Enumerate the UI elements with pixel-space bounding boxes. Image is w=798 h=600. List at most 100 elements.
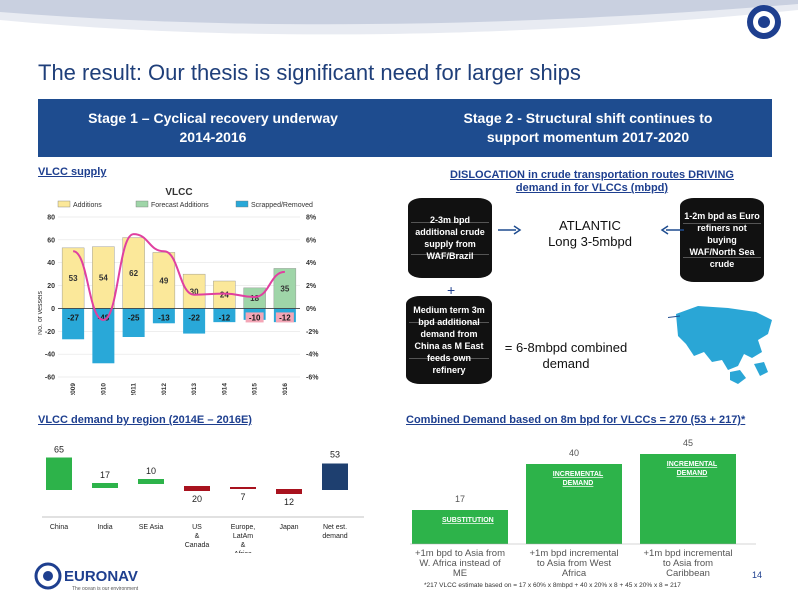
plus-sign: + bbox=[447, 282, 456, 298]
page-number: 14 bbox=[752, 570, 763, 580]
region-value-label: 20 bbox=[192, 494, 202, 504]
x-tick-label: 2012 bbox=[161, 383, 168, 395]
region-category-label: US bbox=[192, 524, 202, 531]
y2-tick-label: 4% bbox=[306, 260, 317, 267]
legend-swatch bbox=[135, 200, 149, 208]
scrapped-bar bbox=[152, 308, 175, 324]
y-tick-label: -40 bbox=[45, 352, 55, 359]
stage-2-years: support momentum 2017-2020 bbox=[486, 129, 690, 145]
scrapped-label: -10 bbox=[249, 313, 261, 322]
legend-swatch bbox=[235, 200, 249, 208]
region-bar bbox=[138, 479, 164, 484]
y2-tick-label: -4% bbox=[306, 352, 319, 359]
combined-demand-text: = 6-8mbpd combined demand bbox=[504, 340, 628, 371]
region-value-label: 7 bbox=[240, 492, 245, 502]
y2-tick-label: -2% bbox=[306, 329, 319, 336]
addition-label: 62 bbox=[129, 269, 138, 278]
scrapped-label: -25 bbox=[128, 313, 140, 322]
y-tick-label: 20 bbox=[47, 283, 55, 290]
y-tick-label: 60 bbox=[47, 237, 55, 244]
combined-bar bbox=[412, 510, 508, 544]
addition-label: 24 bbox=[220, 291, 229, 300]
scrapped-label: -13 bbox=[158, 313, 170, 322]
region-category-label: Europe, bbox=[231, 524, 256, 531]
region-category-label: LatAm bbox=[233, 533, 253, 540]
addition-label: 53 bbox=[69, 274, 78, 283]
dislocation-label: DISLOCATION in crude transportation rout… bbox=[450, 169, 734, 194]
y-axis-label: No. of vessels bbox=[38, 291, 44, 335]
region-value-label: 10 bbox=[146, 466, 156, 476]
region-category-label: India bbox=[97, 524, 112, 531]
combined-category-label: +1m bpd incremental bbox=[644, 548, 733, 559]
addition-label: 35 bbox=[280, 284, 289, 293]
y2-tick-label: 0% bbox=[306, 306, 317, 313]
vlcc-supply-chart: VLCC No. of vessels Additions Forecast Addi… bbox=[38, 187, 319, 395]
x-tick-label: 2013 bbox=[191, 383, 198, 395]
y2-tick-label: 6% bbox=[306, 237, 317, 244]
region-value-label: 53 bbox=[330, 450, 340, 460]
atlantic-text: ATLANTIC Long 3-5mbpd bbox=[548, 218, 632, 249]
combined-category-label: Caribbean bbox=[666, 568, 710, 579]
scrapped-label: -12 bbox=[219, 313, 231, 322]
region-bar bbox=[276, 489, 302, 494]
asia-map-icon bbox=[668, 306, 772, 384]
region-category-label: Net est. bbox=[323, 524, 347, 531]
x-tick-label: 2015 bbox=[252, 383, 259, 395]
region-category-label: & bbox=[241, 542, 246, 549]
scrapped-label: -48 bbox=[98, 313, 110, 322]
x-tick-label: 2009 bbox=[70, 383, 77, 395]
x-tick-label: 2014 bbox=[221, 383, 228, 395]
combined-category-label: +1m bpd incremental bbox=[530, 548, 619, 559]
barrel-china-demand: Medium term 3m bpd additional demand fro… bbox=[406, 296, 492, 384]
stage-1-banner: Stage 1 – Cyclical recovery underway 2014… bbox=[38, 99, 408, 157]
scrapped-label: -12 bbox=[279, 313, 291, 322]
combined-category-label: ME bbox=[453, 568, 467, 579]
region-category-label: China bbox=[50, 524, 68, 531]
legend-entry: Additions bbox=[73, 202, 102, 209]
addition-label: 49 bbox=[159, 276, 168, 285]
stage-2-title: Stage 2 - Structural shift continues to bbox=[463, 110, 713, 126]
svg-text:The ocean is our environment: The ocean is our environment bbox=[72, 586, 139, 592]
y2-tick-label: -6% bbox=[306, 375, 319, 382]
fleet-growth-line bbox=[72, 233, 286, 321]
legend-swatch bbox=[57, 200, 71, 208]
region-bar bbox=[92, 483, 118, 488]
combined-bar bbox=[526, 464, 622, 544]
y2-tick-label: 2% bbox=[306, 283, 317, 290]
region-value-label: 65 bbox=[54, 445, 64, 455]
x-tick-label: 2016 bbox=[282, 383, 289, 395]
combined-category-label: Africa bbox=[562, 568, 587, 579]
scrapped-bar bbox=[122, 308, 145, 337]
region-category-label: Canada bbox=[185, 542, 210, 549]
vlcc-demand-chart: 65 China 17 India 10 SE Asia 20 US & Canada 7 Europ… bbox=[42, 445, 364, 553]
y-tick-label: 40 bbox=[47, 260, 55, 267]
combined-category-label: +1m bpd to Asia from bbox=[415, 548, 505, 559]
stage-1-title: Stage 1 – Cyclical recovery underway bbox=[88, 110, 338, 126]
barrel-euro-refiners: 1-2m bpd as Euro refiners not buying WAF… bbox=[680, 198, 764, 282]
combined-inner-label: DEMAND bbox=[563, 480, 594, 487]
svg-text:EURONAV: EURONAV bbox=[64, 568, 138, 585]
vlcc-supply-label: VLCC supply bbox=[38, 166, 107, 178]
addition-label: 30 bbox=[190, 287, 199, 296]
region-category-label: Japan bbox=[279, 524, 298, 531]
scrapped-label: -27 bbox=[67, 313, 79, 322]
combined-value-label: 40 bbox=[569, 448, 579, 458]
footnote: *217 VLCC estimate based on = 17 x 60% x… bbox=[424, 582, 681, 589]
legend-entry: Forecast Additions bbox=[151, 202, 209, 209]
combined-inner-label: INCREMENTAL bbox=[667, 461, 718, 468]
y2-tick-label: 8% bbox=[306, 215, 317, 222]
region-category-label: Africa bbox=[234, 551, 252, 553]
scrapped-bar bbox=[92, 308, 115, 364]
vlcc-demand-label: VLCC demand by region (2014E – 2016E) bbox=[38, 414, 252, 426]
chart-title: VLCC bbox=[165, 187, 192, 198]
combined-category-label: to Asia from West bbox=[537, 558, 612, 569]
region-bar bbox=[184, 486, 210, 491]
top-banner bbox=[0, 0, 798, 39]
combined-bar bbox=[640, 454, 736, 544]
scrapped-bar bbox=[62, 308, 85, 340]
region-category-label: demand bbox=[322, 533, 347, 540]
scrapped-label-bg bbox=[275, 312, 294, 323]
region-value-label: 17 bbox=[100, 470, 110, 480]
scrapped-label: -22 bbox=[188, 313, 200, 322]
